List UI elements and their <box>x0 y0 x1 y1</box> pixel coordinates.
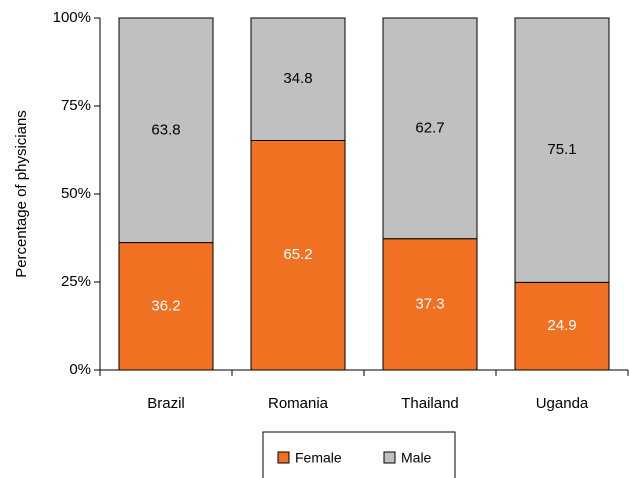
y-tick-label: 25% <box>61 273 91 290</box>
bar-segment <box>118 242 214 371</box>
y-tick-label: 50% <box>61 185 91 202</box>
legend-label: Male <box>401 450 432 466</box>
data-label: 63.8 <box>151 121 180 138</box>
data-label: 24.9 <box>547 317 576 334</box>
bar-segment <box>514 17 610 283</box>
bar-segment <box>250 17 346 141</box>
bar-segment <box>514 281 610 371</box>
y-tick-label: 0% <box>69 361 91 378</box>
data-label: 34.8 <box>283 70 312 87</box>
bar-segment <box>382 17 478 240</box>
y-tick-label: 75% <box>61 97 91 114</box>
data-label: 37.3 <box>415 295 444 312</box>
y-axis-label: Percentage of physicians <box>13 110 30 278</box>
y-tick-label: 100% <box>53 9 91 26</box>
x-tick-label: Romania <box>268 395 329 412</box>
legend-swatch <box>277 451 290 464</box>
legend-box <box>262 431 456 478</box>
data-label: 75.1 <box>547 141 576 158</box>
data-label: 36.2 <box>151 297 180 314</box>
bar-segment <box>118 17 214 244</box>
x-tick-label: Thailand <box>401 395 459 412</box>
x-tick-label: Uganda <box>536 395 589 412</box>
data-label: 65.2 <box>283 246 312 263</box>
x-tick-label: Brazil <box>147 395 185 412</box>
legend-swatch <box>383 451 396 464</box>
legend-label: Female <box>295 450 342 466</box>
data-label: 62.7 <box>415 119 444 136</box>
